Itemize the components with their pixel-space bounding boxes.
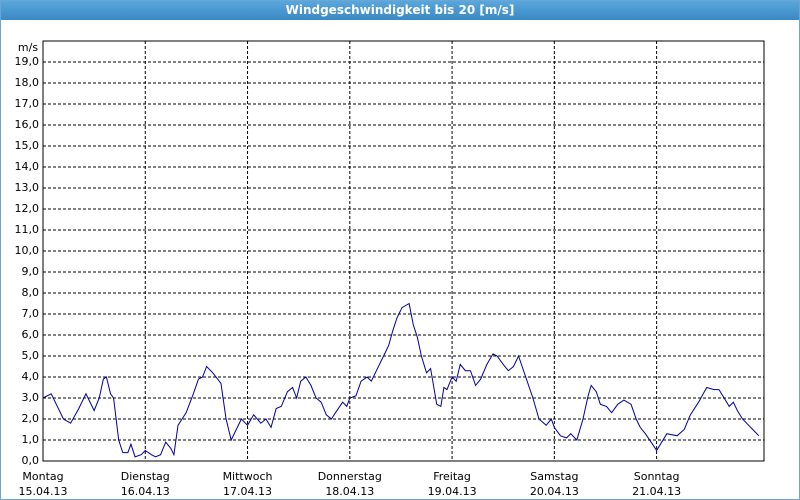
x-tick-date: 18.04.13 bbox=[325, 485, 374, 498]
y-tick-label: 19,0 bbox=[15, 55, 40, 68]
x-tick-date: 21.04.13 bbox=[632, 485, 681, 498]
y-tick-label: 13,0 bbox=[15, 181, 40, 194]
y-tick-label: 1,0 bbox=[22, 433, 40, 446]
y-tick-label: 0,0 bbox=[22, 454, 40, 467]
y-tick-label: 18,0 bbox=[15, 76, 40, 89]
y-tick-label: 16,0 bbox=[15, 118, 40, 131]
y-tick-label: 11,0 bbox=[15, 223, 40, 236]
x-tick-date: 16.04.13 bbox=[121, 485, 170, 498]
y-axis-label: m/s bbox=[18, 41, 38, 54]
x-tick-label: Mittwoch bbox=[223, 470, 273, 483]
x-tick-label: Freitag bbox=[433, 470, 471, 483]
x-tick-date: 19.04.13 bbox=[428, 485, 477, 498]
y-tick-label: 6,0 bbox=[22, 328, 40, 341]
x-tick-date: 17.04.13 bbox=[223, 485, 272, 498]
y-tick-label: 3,0 bbox=[22, 391, 40, 404]
x-tick-label: Samstag bbox=[530, 470, 578, 483]
x-tick-label: Montag bbox=[22, 470, 63, 483]
title-bar: Windgeschwindigkeit bis 20 [m/s] bbox=[1, 1, 799, 20]
y-tick-label: 5,0 bbox=[22, 349, 40, 362]
y-tick-label: 14,0 bbox=[15, 160, 40, 173]
y-tick-label: 12,0 bbox=[15, 202, 40, 215]
x-tick-date: 15.04.13 bbox=[19, 485, 68, 498]
x-tick-label: Dienstag bbox=[121, 470, 170, 483]
y-tick-label: 10,0 bbox=[15, 244, 40, 257]
y-tick-label: 8,0 bbox=[22, 286, 40, 299]
x-tick-label: Donnerstag bbox=[318, 470, 382, 483]
y-tick-label: 2,0 bbox=[22, 412, 40, 425]
y-tick-label: 9,0 bbox=[22, 265, 40, 278]
y-tick-label: 15,0 bbox=[15, 139, 40, 152]
x-tick-label: Sonntag bbox=[634, 470, 680, 483]
y-tick-label: 17,0 bbox=[15, 97, 40, 110]
x-tick-date: 20.04.13 bbox=[530, 485, 579, 498]
y-tick-label: 4,0 bbox=[22, 370, 40, 383]
y-tick-label: 7,0 bbox=[22, 307, 40, 320]
line-series bbox=[42, 302, 760, 458]
